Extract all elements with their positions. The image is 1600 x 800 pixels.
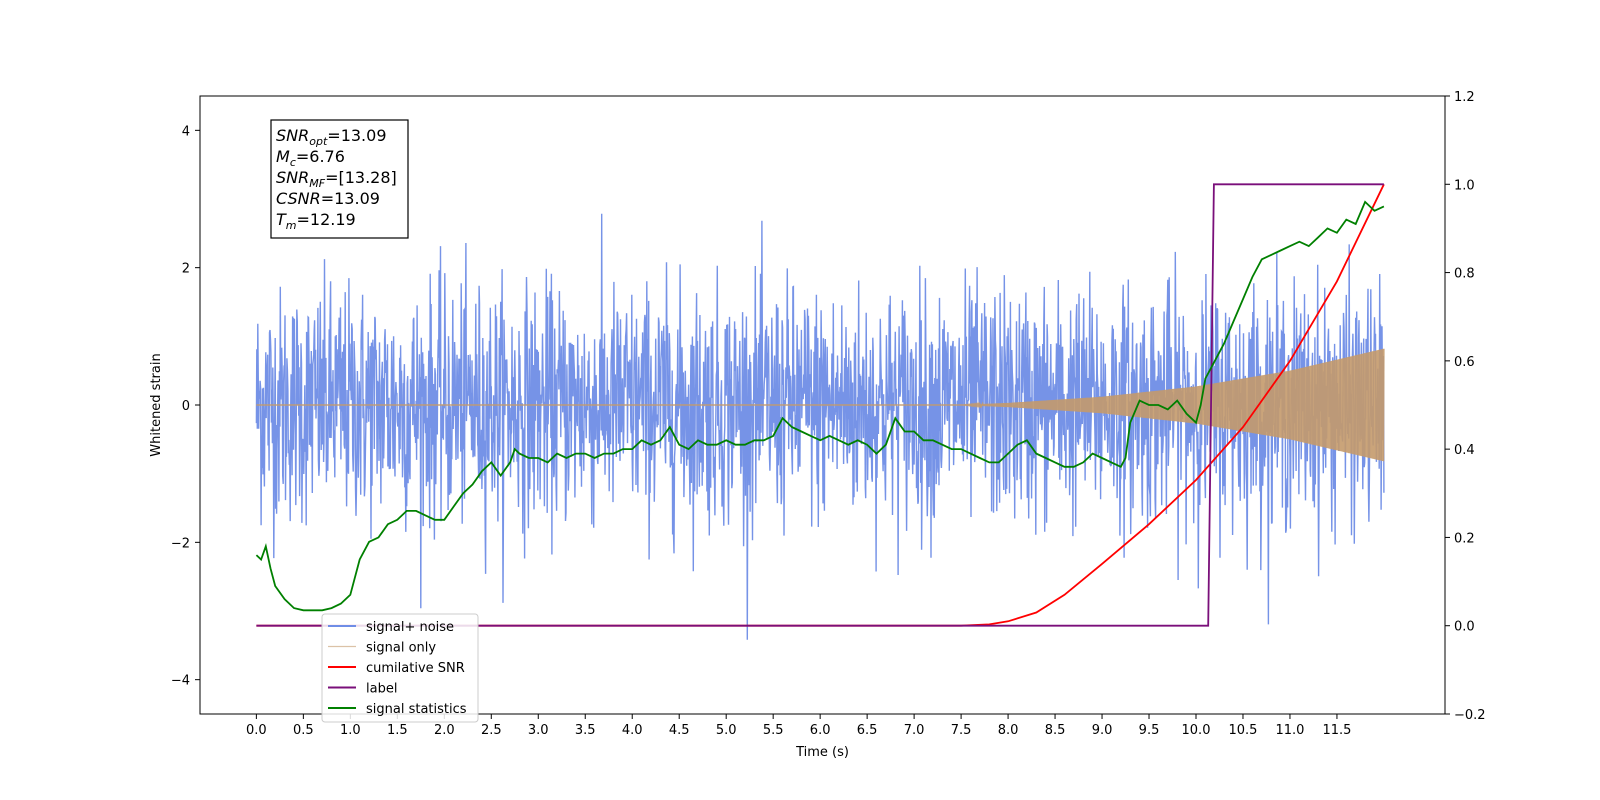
annotation-frame: [270, 119, 409, 239]
annotation-line: CSNR=13.09: [276, 189, 380, 208]
x-tick-label: 11.0: [1275, 723, 1304, 738]
x-tick-label: 7.0: [904, 723, 925, 738]
x-tick-label: 2.5: [481, 723, 502, 738]
y-right-tick-label: 1.2: [1454, 90, 1475, 105]
y-left-tick-label: −2: [171, 536, 190, 551]
x-tick-label: 10.0: [1182, 723, 1211, 738]
x-tick-label: 8.0: [998, 723, 1019, 738]
annotation-line: Mc=6.76: [276, 147, 345, 169]
x-tick-label: 1.0: [340, 723, 361, 738]
y-left-tick-label: −4: [171, 674, 190, 689]
x-tick-label: 1.5: [387, 723, 408, 738]
x-tick-label: 5.5: [763, 723, 784, 738]
x-axis-label: Time (s): [795, 745, 849, 760]
annotation-line: SNRopt=13.09: [276, 126, 387, 148]
y-right-tick-label: 0.6: [1454, 355, 1475, 370]
x-tick-label: 7.5: [951, 723, 972, 738]
y-left-tick-label: 4: [182, 124, 190, 139]
x-tick-label: 4.5: [669, 723, 690, 738]
plot-area: [255, 183, 1385, 640]
legend-label: cumilative SNR: [366, 661, 465, 676]
legend-frame: [321, 613, 479, 723]
y-left-tick-label: 0: [182, 399, 190, 414]
x-tick-label: 3.5: [575, 723, 596, 738]
x-tick-label: 8.5: [1045, 723, 1066, 738]
x-tick-label: 9.0: [1092, 723, 1113, 738]
x-tick-label: 0.5: [293, 723, 314, 738]
x-tick-label: 11.5: [1322, 723, 1351, 738]
y-right-tick-label: 0.0: [1454, 620, 1475, 635]
x-tick-label: 6.5: [857, 723, 878, 738]
x-tick-label: 0.0: [246, 723, 267, 738]
axes: 0.0 0.5 1.0 1.5 2.0 2.5 3.0 3.5 4.0 4.5 5.0 5.5 6.0 6…: [171, 90, 1486, 738]
y-left-tick-label: 2: [182, 262, 190, 277]
legend: signal+ noise signal only cumilative SNR la…: [321, 613, 479, 723]
y-axis-label: Whitened strain: [149, 353, 164, 456]
series-line-signal-statistics: [255, 200, 1385, 612]
x-tick-label: 2.0: [434, 723, 455, 738]
series-line-cumilative-snr: [256, 183, 1385, 627]
y-right-tick-label: 0.4: [1454, 443, 1475, 458]
annotation-line: Tm=12.19: [276, 210, 356, 232]
x-tick-label: 5.0: [716, 723, 737, 738]
x-tick-label: 10.5: [1229, 723, 1258, 738]
y-right-tick-label: −0.2: [1454, 708, 1486, 723]
annotation-box: SNRopt=13.09Mc=6.76SNRMF=[13.28]CSNR=13.…: [270, 119, 409, 239]
x-tick-label: 9.5: [1139, 723, 1160, 738]
y-right-tick-label: 0.2: [1454, 531, 1475, 546]
series-line-label: [256, 183, 1384, 627]
annotation-line: SNRMF=[13.28]: [276, 168, 397, 190]
legend-label: signal+ noise: [366, 620, 454, 635]
x-tick-label: 4.0: [622, 723, 643, 738]
series-line-signal-only: [256, 348, 1385, 462]
y-right-tick-label: 0.8: [1454, 267, 1475, 282]
legend-label: signal statistics: [366, 702, 467, 717]
x-tick-label: 6.0: [810, 723, 831, 738]
legend-label: signal only: [366, 641, 436, 656]
x-tick-label: 3.0: [528, 723, 549, 738]
legend-label: label: [366, 682, 397, 697]
y-right-tick-label: 1.0: [1454, 178, 1475, 193]
